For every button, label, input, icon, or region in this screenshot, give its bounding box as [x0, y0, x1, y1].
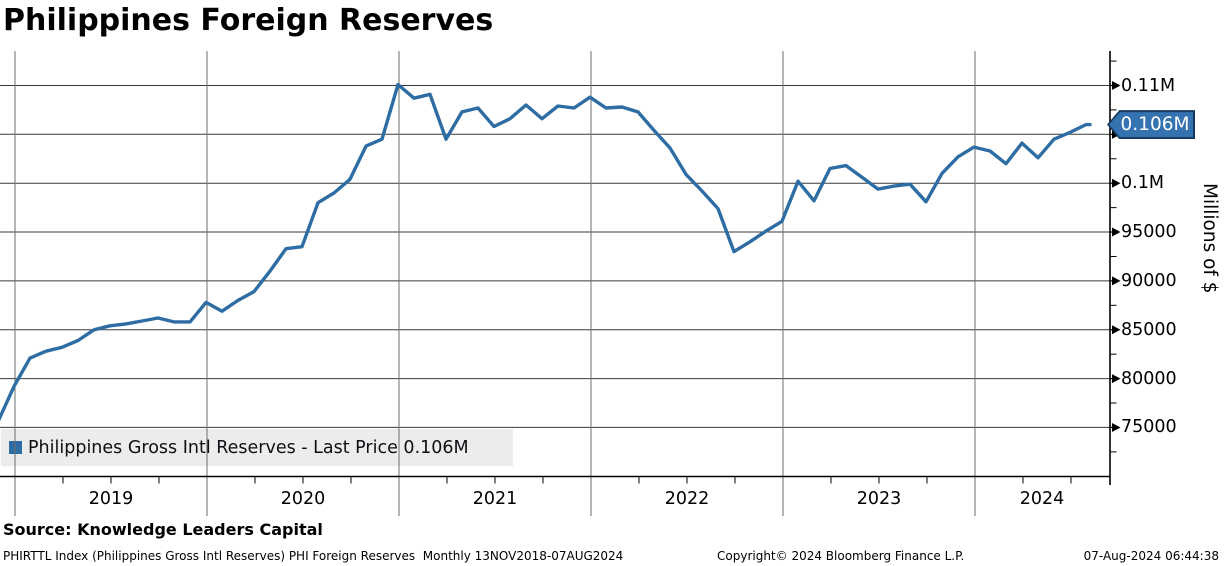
x-tick-label: 2020: [280, 489, 326, 509]
y-tick-label: 80000: [1121, 368, 1177, 389]
x-tick-label: 2023: [856, 489, 902, 509]
x-tick-label: 2021: [472, 489, 518, 509]
last-price-badge-label: 0.106M: [1120, 114, 1190, 136]
y-tick-label: 0.1M: [1121, 173, 1164, 194]
y-tick-label: 75000: [1121, 417, 1177, 438]
y-axis-title: Millions of $: [1199, 183, 1220, 294]
legend-label: Philippines Gross Intl Reserves - Last P…: [28, 437, 469, 458]
x-tick-label: 2022: [664, 489, 710, 509]
footer-security-info: PHIRTTL Index (Philippines Gross Intl Re…: [3, 549, 624, 563]
footer-timestamp: 07-Aug-2024 06:44:38: [1083, 549, 1219, 563]
y-tick-label: 90000: [1121, 270, 1177, 291]
y-tick-label: 85000: [1121, 319, 1177, 340]
x-tick-label: 2019: [88, 489, 134, 509]
last-price-badge: 0.106M: [1107, 110, 1195, 140]
footer-copyright: Copyright© 2024 Bloomberg Finance L.P.: [717, 549, 965, 563]
footer: PHIRTTL Index (Philippines Gross Intl Re…: [0, 548, 1224, 566]
y-tick-label: 95000: [1121, 222, 1177, 243]
legend: Philippines Gross Intl Reserves - Last P…: [1, 429, 513, 466]
x-tick-label: 2024: [1019, 489, 1065, 509]
source-line: Source: Knowledge Leaders Capital: [3, 520, 323, 539]
page-title: Philippines Foreign Reserves: [3, 3, 494, 38]
y-tick-label: 0.11M: [1121, 75, 1176, 96]
